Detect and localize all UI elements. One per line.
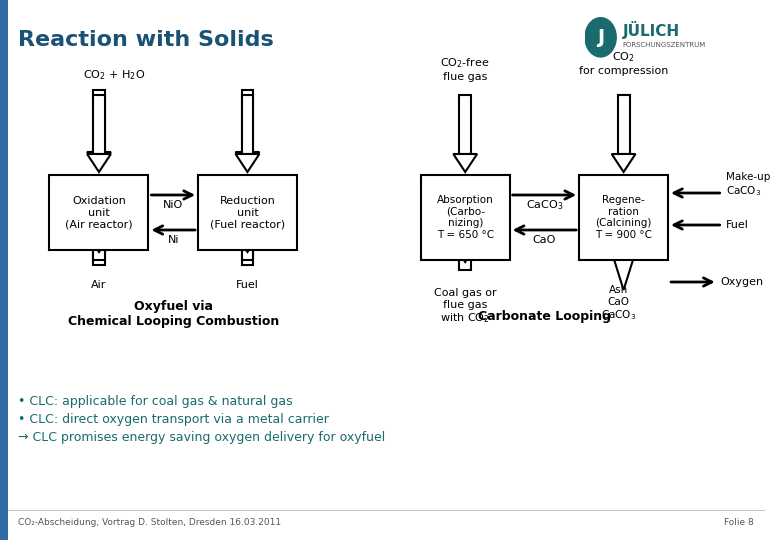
Text: → CLC promises energy saving oxygen delivery for oxyfuel: → CLC promises energy saving oxygen deli… (18, 431, 385, 444)
Text: CO₂-Abscheidung, Vortrag D. Stolten, Dresden 16.03.2011: CO₂-Abscheidung, Vortrag D. Stolten, Dre… (18, 518, 281, 527)
FancyBboxPatch shape (198, 175, 297, 250)
Text: CO$_2$
for compression: CO$_2$ for compression (579, 51, 668, 76)
Polygon shape (242, 95, 254, 154)
Polygon shape (236, 154, 259, 172)
Text: Air: Air (91, 280, 107, 290)
Text: Reaction with Solids: Reaction with Solids (18, 30, 274, 50)
FancyBboxPatch shape (420, 175, 510, 260)
Text: Carbonate Looping: Carbonate Looping (478, 310, 611, 323)
Text: J: J (597, 28, 604, 47)
Text: Fuel: Fuel (236, 280, 259, 290)
Polygon shape (459, 244, 471, 270)
Circle shape (585, 18, 616, 57)
Text: Make-up
CaCO$_3$: Make-up CaCO$_3$ (725, 172, 770, 198)
Text: • CLC: direct oxygen transport via a metal carrier: • CLC: direct oxygen transport via a met… (18, 413, 328, 426)
Polygon shape (459, 95, 471, 154)
Polygon shape (87, 154, 111, 172)
Text: Reduction
unit
(Fuel reactor): Reduction unit (Fuel reactor) (210, 196, 285, 229)
Text: • CLC: applicable for coal gas & natural gas: • CLC: applicable for coal gas & natural… (18, 395, 292, 408)
Text: Oxidation
unit
(Air reactor): Oxidation unit (Air reactor) (66, 196, 133, 229)
Text: CaO: CaO (533, 235, 556, 245)
Polygon shape (242, 234, 254, 260)
Polygon shape (87, 234, 111, 252)
Text: JÜLICH: JÜLICH (622, 22, 679, 39)
Polygon shape (618, 252, 629, 262)
Polygon shape (93, 234, 105, 260)
Polygon shape (93, 237, 105, 265)
Polygon shape (236, 234, 259, 252)
Text: Oxygen: Oxygen (721, 277, 764, 287)
Text: Oxyfuel via
Chemical Looping Combustion: Oxyfuel via Chemical Looping Combustion (68, 300, 278, 328)
Polygon shape (0, 0, 8, 540)
Text: FORSCHUNGSZENTRUM: FORSCHUNGSZENTRUM (622, 42, 706, 48)
Text: Ni: Ni (168, 235, 179, 245)
Polygon shape (236, 237, 259, 255)
Text: Fuel: Fuel (725, 220, 748, 230)
Polygon shape (87, 152, 111, 170)
Polygon shape (87, 237, 111, 255)
Text: CO$_2$-free
flue gas: CO$_2$-free flue gas (441, 57, 490, 82)
Text: NiO: NiO (163, 200, 183, 210)
Polygon shape (612, 252, 636, 290)
Polygon shape (453, 154, 477, 172)
Text: Coal gas or
flue gas
with CO$_2$: Coal gas or flue gas with CO$_2$ (434, 288, 497, 326)
Text: Folie 8: Folie 8 (725, 518, 754, 527)
FancyBboxPatch shape (579, 175, 668, 260)
Text: Ash
CaO
CaCO$_3$: Ash CaO CaCO$_3$ (601, 285, 636, 322)
Polygon shape (236, 152, 259, 170)
Text: Absorption
(Carbo-
nizing)
T = 650 °C: Absorption (Carbo- nizing) T = 650 °C (437, 195, 494, 240)
Polygon shape (242, 90, 254, 152)
FancyBboxPatch shape (49, 175, 148, 250)
Polygon shape (612, 154, 636, 172)
Polygon shape (93, 95, 105, 154)
Polygon shape (93, 90, 105, 152)
Polygon shape (453, 244, 477, 262)
Text: CO$_2$ + H$_2$O: CO$_2$ + H$_2$O (83, 68, 145, 82)
Text: Regene-
ration
(Calcining)
T = 900 °C: Regene- ration (Calcining) T = 900 °C (595, 195, 652, 240)
Text: CaCO$_3$: CaCO$_3$ (526, 198, 563, 212)
Polygon shape (618, 95, 629, 154)
Polygon shape (242, 237, 254, 265)
